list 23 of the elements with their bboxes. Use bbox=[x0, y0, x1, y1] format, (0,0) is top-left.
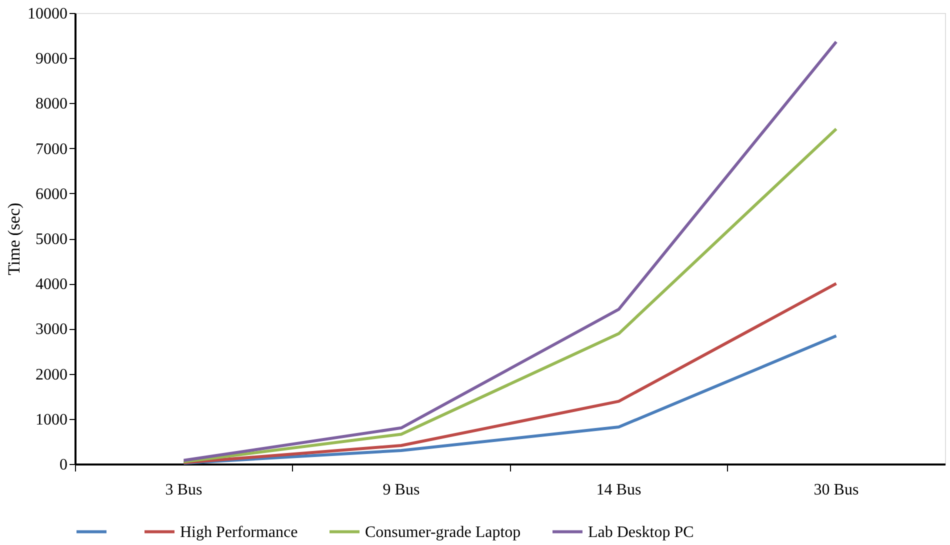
y-tick-label: 4000 bbox=[36, 276, 68, 294]
y-tick-label: 0 bbox=[60, 456, 68, 474]
legend-label: Lab Desktop PC bbox=[588, 524, 694, 541]
y-tick-label: 5000 bbox=[36, 231, 68, 248]
line-series bbox=[182, 40, 838, 462]
legend-label: High Performance bbox=[180, 524, 298, 541]
line-series bbox=[182, 334, 838, 465]
y-tick-label: 2000 bbox=[36, 366, 68, 384]
y-tick-label: 1000 bbox=[36, 411, 68, 428]
y-axis-title: Time (sec) bbox=[4, 202, 24, 276]
x-tick-label: 3 Bus bbox=[165, 482, 202, 498]
y-tick-label: 8000 bbox=[36, 96, 68, 113]
y-tick-label: 7000 bbox=[36, 140, 68, 158]
y-tick-label: 6000 bbox=[36, 186, 68, 203]
line-series bbox=[182, 127, 838, 464]
y-tick-label: 3000 bbox=[36, 321, 68, 338]
y-tick-label: 9000 bbox=[36, 50, 68, 68]
line-series bbox=[182, 282, 838, 464]
legend-label: Consumer-grade Laptop bbox=[365, 524, 521, 541]
x-tick-label: 9 Bus bbox=[382, 482, 420, 498]
y-tick-label: 10000 bbox=[28, 6, 68, 22]
x-tick-label: 30 Bus bbox=[814, 482, 859, 498]
x-tick-label: 14 Bus bbox=[596, 482, 642, 498]
